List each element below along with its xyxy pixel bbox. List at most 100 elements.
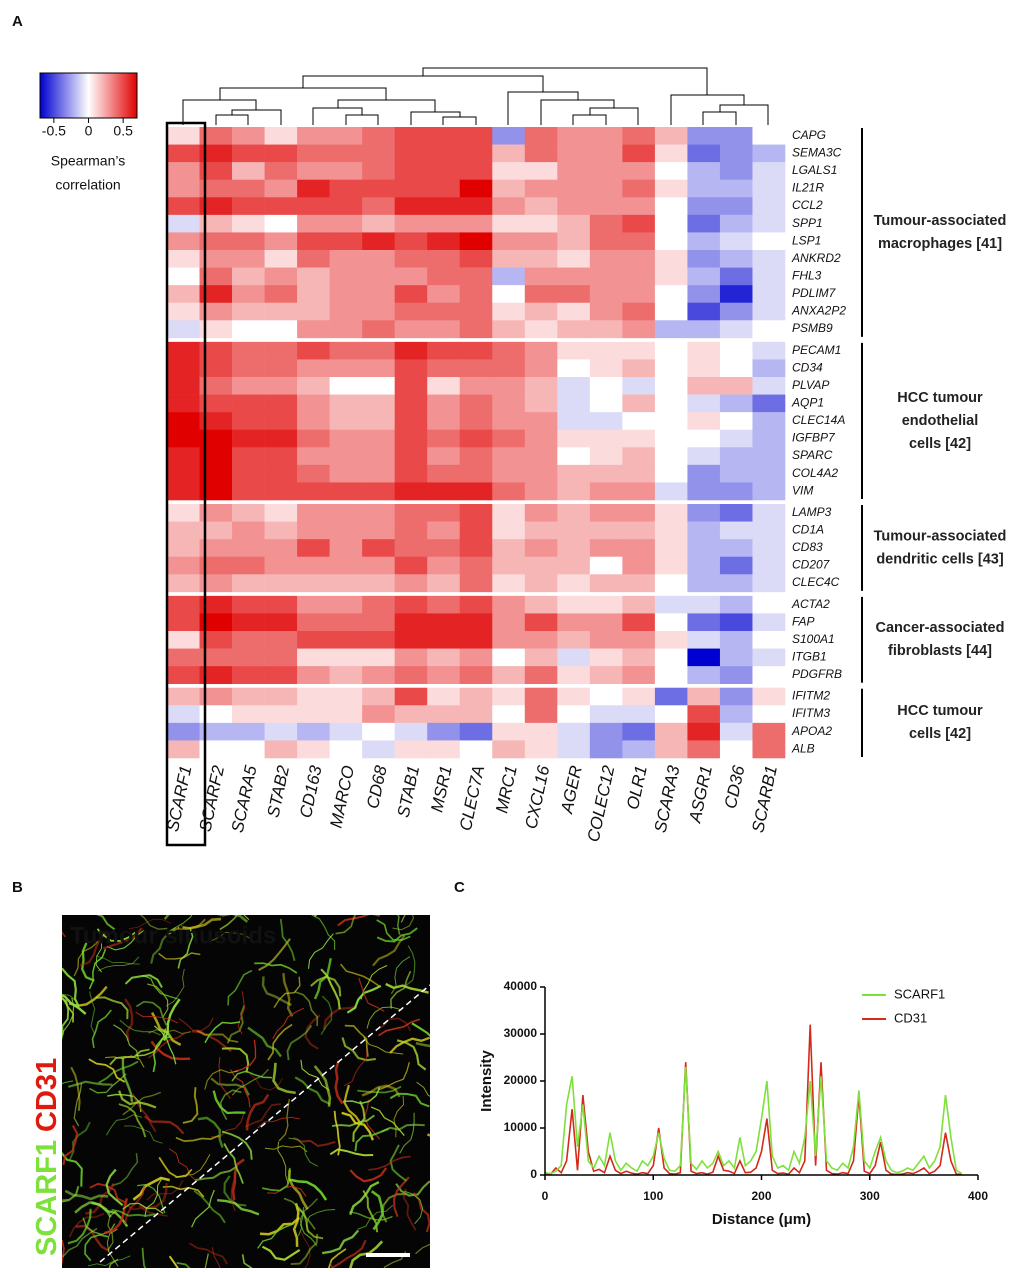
row-label: ITGB1: [792, 650, 827, 664]
heatmap-cell: [719, 482, 753, 501]
heatmap-cell: [492, 687, 526, 706]
fiber: [62, 1125, 79, 1166]
heatmap-cell: [394, 250, 428, 268]
heatmap-cell: [622, 359, 656, 378]
heatmap-cell: [687, 687, 721, 706]
heatmap-cell: [752, 377, 786, 395]
legend-label: CD31: [894, 1010, 927, 1025]
heatmap-cell: [524, 359, 558, 378]
fiber: [405, 945, 416, 987]
heatmap-cell: [687, 267, 721, 286]
heatmap-cell: [622, 648, 656, 667]
heatmap-cell: [752, 722, 786, 741]
heatmap-cell: [427, 267, 461, 286]
fiber: [257, 1116, 300, 1129]
heatmap-cell: [394, 302, 428, 321]
heatmap-cell: [459, 464, 493, 483]
column-label: MRC1: [492, 764, 521, 815]
column-label: SCARF2: [196, 763, 229, 833]
heatmap-cell: [687, 595, 721, 614]
heatmap-cell: [654, 250, 688, 268]
heatmap-cell: [394, 144, 428, 163]
heatmap-cell: [329, 722, 363, 741]
heatmap-cell: [492, 320, 526, 339]
heatmap-cell: [557, 482, 591, 501]
heatmap-cell: [492, 740, 526, 759]
heatmap-cell: [394, 539, 428, 558]
heatmap-cell: [719, 574, 753, 593]
fiber: [357, 1204, 394, 1230]
fiber: [70, 1066, 81, 1111]
heatmap-cell: [622, 302, 656, 321]
fiber: [150, 927, 177, 964]
fiber: [177, 927, 194, 969]
heatmap-cell: [264, 412, 298, 431]
heatmap-cell: [524, 613, 558, 632]
heatmap-cell: [687, 464, 721, 483]
fiber: [259, 1216, 301, 1236]
fiber: [223, 1175, 247, 1207]
fiber: [104, 1198, 129, 1235]
heatmap-cell: [524, 687, 558, 706]
column-label: STAB1: [394, 764, 424, 819]
row-label: APOA2: [791, 724, 832, 738]
fiber: [258, 938, 291, 972]
heatmap-cell: [719, 648, 753, 667]
heatmap-cell: [719, 162, 753, 181]
heatmap-cell: [752, 539, 786, 558]
heatmap-cell: [459, 539, 493, 558]
heatmap-cell: [719, 556, 753, 575]
heatmap-cell: [329, 574, 363, 593]
heatmap-cell: [589, 521, 623, 540]
heatmap-cell: [232, 377, 265, 395]
heatmap-cell: [232, 394, 265, 413]
heatmap-cell: [167, 214, 200, 233]
heatmap-cell: [622, 412, 656, 431]
heatmap-cell: [752, 705, 786, 724]
heatmap-cell: [427, 687, 461, 706]
heatmap-cell: [329, 504, 363, 522]
fiber: [204, 1069, 239, 1090]
colorbar: [39, 72, 138, 119]
heatmap-cell: [622, 179, 656, 198]
fiber: [221, 1130, 253, 1160]
row-label: AQP1: [791, 396, 824, 410]
heatmap-cell: [199, 504, 233, 522]
fiber: [320, 995, 333, 1036]
fiber: [247, 1026, 282, 1058]
heatmap-cell: [329, 412, 363, 431]
column-label: AGER: [557, 764, 586, 816]
row-label: IL21R: [792, 181, 824, 195]
fiber: [163, 915, 170, 920]
heatmap-cell: [167, 285, 200, 304]
heatmap-cell: [687, 302, 721, 321]
fiber: [426, 1133, 430, 1137]
heatmap-cell: [427, 394, 461, 413]
heatmap-cell: [719, 320, 753, 339]
heatmap-cell: [752, 412, 786, 431]
heatmap-cell: [427, 377, 461, 395]
heatmap-cell: [264, 320, 298, 339]
heatmap-cell: [459, 197, 493, 216]
fiber: [307, 933, 334, 969]
row-label: PDLIM7: [792, 286, 837, 300]
heatmap-cell: [524, 521, 558, 540]
fiber: [277, 1141, 289, 1185]
heatmap-cell: [264, 464, 298, 483]
y-axis-label: Intensity: [478, 1050, 495, 1112]
line-chart: 0 10000 20000 30000 40000 0 100 200 300 400 Distan…: [478, 979, 988, 1228]
fiber: [372, 934, 406, 967]
heatmap-cell: [719, 394, 753, 413]
heatmap-cell: [199, 144, 233, 163]
series-line: [544, 1066, 963, 1175]
heatmap-cell: [297, 179, 330, 198]
heatmap-cell: [459, 740, 493, 759]
fiber: [107, 1093, 142, 1113]
fiber: [415, 1041, 430, 1048]
heatmap-cell: [264, 394, 298, 413]
heatmap-cell: [557, 504, 591, 522]
row-label: CD83: [792, 540, 823, 554]
fiber: [178, 917, 222, 930]
fiber: [354, 1127, 390, 1152]
x-tick-label: 300: [860, 1189, 880, 1203]
